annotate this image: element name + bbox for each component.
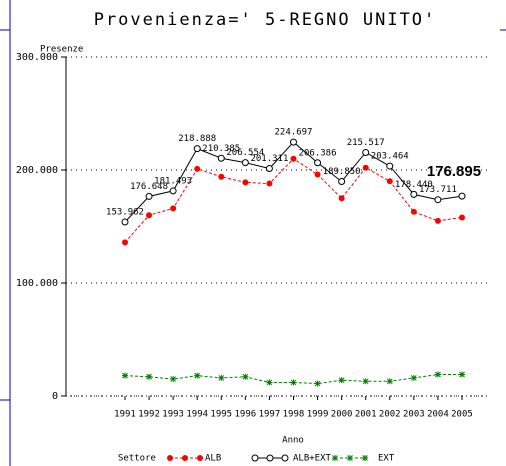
- point: [265, 165, 273, 173]
- point: [410, 374, 417, 381]
- point: [194, 165, 201, 172]
- point: [314, 171, 321, 178]
- point: [314, 159, 322, 167]
- legend-marker: [251, 454, 259, 462]
- legend-marker: [197, 455, 203, 461]
- point: [458, 214, 465, 221]
- x-tick-label: 1998: [283, 410, 305, 420]
- point: [386, 162, 394, 170]
- point: [338, 195, 345, 202]
- legend-title: Settore: [118, 454, 156, 464]
- value-label: 224.697: [275, 128, 313, 138]
- point: [362, 164, 369, 171]
- point: [434, 196, 442, 204]
- x-tick-label: 1999: [307, 410, 329, 420]
- value-label: 176.895: [427, 163, 481, 180]
- point: [145, 192, 153, 200]
- point: [170, 205, 177, 212]
- value-label: 189.850: [323, 167, 361, 177]
- point: [338, 177, 346, 185]
- chart-title: Provenienza=' 5-REGNO UNITO': [94, 10, 437, 30]
- x-tick-label: 1992: [138, 410, 160, 420]
- point: [338, 377, 345, 384]
- point: [314, 380, 321, 387]
- point: [434, 217, 441, 224]
- point: [458, 371, 465, 378]
- point: [266, 379, 273, 386]
- point: [290, 379, 297, 386]
- legend-marker: [332, 455, 338, 461]
- x-axis-label: Anno: [282, 436, 304, 446]
- value-label: 181.493: [154, 176, 192, 186]
- value-label: 178.440: [395, 180, 433, 190]
- legend-marker: [281, 454, 289, 462]
- x-tick-label: 2003: [403, 410, 425, 420]
- point: [410, 208, 417, 215]
- point: [242, 179, 249, 186]
- x-tick-label: 1994: [186, 410, 208, 420]
- point: [266, 180, 273, 187]
- point: [386, 178, 393, 185]
- x-tick-label: 1997: [259, 410, 281, 420]
- x-tick-label: 1991: [114, 410, 136, 420]
- x-tick-label: 2004: [427, 410, 449, 420]
- legend-marker: [167, 455, 173, 461]
- value-label: 201.311: [250, 154, 288, 164]
- legend-label: EXT: [378, 454, 395, 464]
- point: [193, 145, 201, 153]
- point: [242, 373, 249, 380]
- legend-label: ALB: [205, 454, 221, 464]
- point: [289, 138, 297, 146]
- x-tick-label: 1995: [210, 410, 232, 420]
- point: [290, 155, 297, 162]
- point: [122, 372, 128, 379]
- point: [362, 378, 369, 385]
- legend-marker: [362, 455, 368, 461]
- point: [241, 159, 249, 167]
- point: [169, 187, 177, 195]
- x-tick-label: 2005: [451, 410, 473, 420]
- legend-label: ALB+EXT: [293, 454, 332, 464]
- value-label: 210.385: [202, 144, 240, 154]
- value-label: 215.517: [347, 138, 385, 148]
- legend-marker: [182, 455, 188, 461]
- y-tick-label: 100.000: [16, 278, 58, 289]
- point: [122, 239, 128, 246]
- series-line: [124, 158, 463, 243]
- x-tick-label: 2001: [355, 410, 377, 420]
- point: [386, 378, 393, 385]
- value-label: 153.962: [106, 208, 144, 218]
- value-label: 206.386: [299, 148, 337, 158]
- point: [146, 373, 153, 380]
- value-label: 218.888: [178, 134, 216, 144]
- point: [218, 173, 225, 180]
- point: [362, 148, 370, 156]
- point: [217, 154, 225, 162]
- value-label: 206.554: [226, 148, 264, 158]
- x-tick-label: 1993: [162, 410, 184, 420]
- value-label: 173.711: [419, 185, 457, 195]
- point: [410, 190, 418, 198]
- point: [170, 376, 177, 383]
- point: [194, 372, 201, 379]
- x-tick-label: 1996: [235, 410, 257, 420]
- x-tick-label: 2000: [331, 410, 353, 420]
- legend-marker: [347, 455, 353, 461]
- legend-marker: [266, 454, 274, 462]
- point: [146, 212, 153, 219]
- point: [434, 371, 441, 378]
- point: [218, 374, 225, 381]
- series-line: [124, 374, 462, 385]
- y-tick-label: 200.000: [16, 165, 58, 176]
- point: [121, 218, 129, 226]
- point: [458, 192, 466, 200]
- y-tick-label: 0: [52, 391, 58, 402]
- value-label: 176.648: [130, 182, 168, 192]
- y-tick-label: 300.000: [16, 52, 58, 63]
- x-tick-label: 2002: [379, 410, 401, 420]
- value-label: 203.464: [371, 152, 409, 162]
- y-axis-label: Presenze: [40, 45, 83, 55]
